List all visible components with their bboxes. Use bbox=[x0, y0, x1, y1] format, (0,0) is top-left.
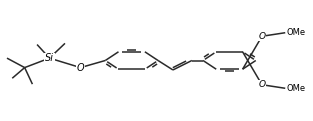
Text: O: O bbox=[259, 32, 265, 41]
Text: OMe: OMe bbox=[287, 28, 306, 37]
Text: O: O bbox=[259, 80, 265, 89]
Text: OMe: OMe bbox=[287, 84, 306, 93]
Text: O: O bbox=[77, 63, 84, 73]
Text: Si: Si bbox=[45, 53, 54, 63]
